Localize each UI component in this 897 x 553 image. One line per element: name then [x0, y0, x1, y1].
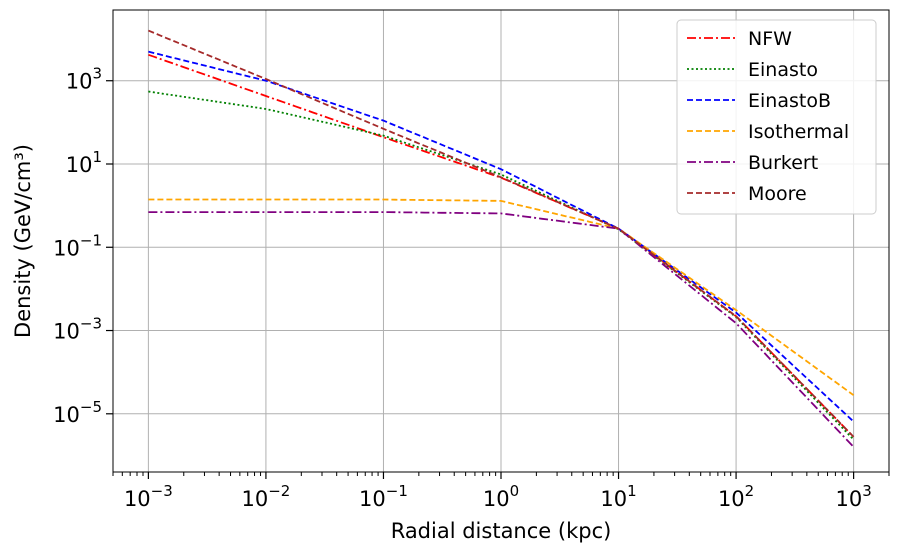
legend-label-einasto: Einasto — [748, 59, 818, 81]
legend: NFW Einasto EinastoB Isothermal Burkert Moore — [676, 19, 877, 215]
y-tick-label: 10−1 — [53, 231, 102, 260]
series-line-burkert — [148, 211, 855, 448]
x-tick-label: 103 — [835, 482, 871, 511]
legend-box — [676, 19, 877, 215]
label-layer: 10−3 10−2 10−1 100 101 102 103 103 101 10−1 10−3 10… — [53, 65, 872, 511]
x-tick-label: 10−3 — [124, 482, 173, 511]
x-tick-label: 100 — [483, 482, 519, 511]
y-tick-label: 101 — [66, 148, 102, 177]
legend-label-einastob: EinastoB — [748, 90, 831, 112]
x-tick-label: 10−2 — [241, 482, 290, 511]
x-axis-label: Radial distance (kpc) — [391, 519, 612, 543]
legend-label-moore: Moore — [748, 183, 807, 205]
y-tick-label: 10−3 — [53, 315, 102, 344]
tick-layer — [106, 80, 890, 479]
x-tick-label: 102 — [718, 482, 754, 511]
legend-label-burkert: Burkert — [748, 152, 818, 174]
y-tick-label: 10−5 — [53, 398, 102, 427]
x-tick-label: 101 — [600, 482, 636, 511]
legend-label-nfw: NFW — [748, 28, 792, 50]
legend-label-isothermal: Isothermal — [748, 121, 849, 143]
series-line-isothermal — [148, 198, 855, 396]
series-line-moore — [148, 29, 855, 438]
series-line-einastob — [148, 50, 855, 423]
y-tick-label: 103 — [66, 65, 102, 94]
x-tick-label: 10−1 — [359, 482, 408, 511]
y-axis-label: Density (GeV/cm³) — [11, 144, 35, 338]
series-layer — [148, 29, 855, 448]
